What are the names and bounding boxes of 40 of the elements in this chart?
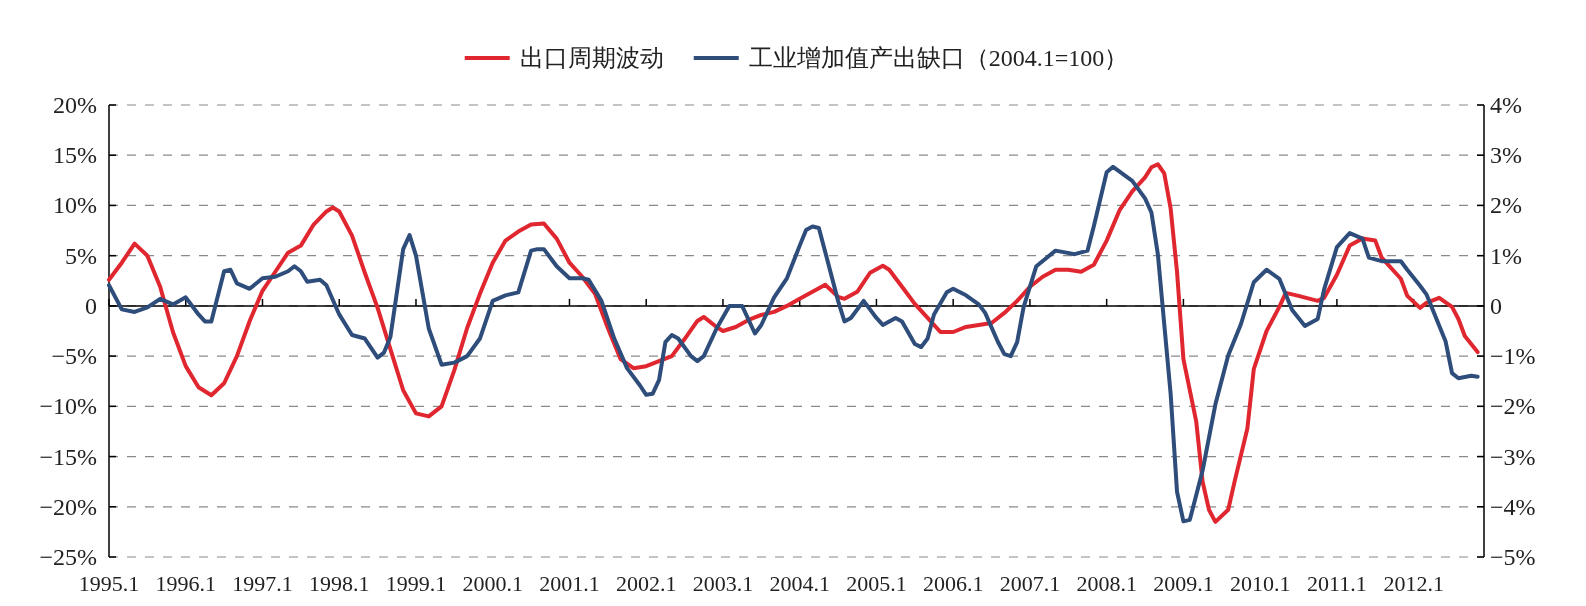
y2-tick-label: 4% [1490,92,1522,118]
y-tick-label: −5% [51,343,97,370]
x-tick-label: 1998.1 [308,571,370,596]
x-tick-label: 1995.1 [78,571,140,596]
x-tick-label: 1996.1 [155,571,216,596]
x-tick-label: 1997.1 [232,571,293,596]
x-tick-label: 2006.1 [922,571,984,596]
y2-tick-label: −1% [1490,343,1536,370]
x-tick-label: 2008.1 [1076,571,1137,596]
y2-tick-label: −2% [1490,393,1536,420]
x-tick-label: 2010.1 [1229,571,1291,596]
x-tick-label: 2007.1 [999,571,1061,596]
y-tick-label: 20% [53,92,97,118]
y-tick-label: 5% [65,242,97,269]
x-tick-label: 2001.1 [539,571,600,596]
y2-tick-label: 0 [1490,292,1502,319]
y-tick-label: −10% [39,393,97,420]
x-tick-label: 2012.1 [1383,571,1444,596]
y-tick-label: −20% [39,493,97,520]
x-tick-label: 2009.1 [1153,571,1214,596]
y-tick-label: −15% [39,443,97,470]
legend-label: 工业增加值产出缺口（2004.1=100） [748,45,1129,71]
y2-tick-label: −3% [1490,443,1536,470]
y-tick-label: 10% [53,192,97,219]
x-tick-label: 2000.1 [462,571,523,596]
y-tick-label: −25% [39,544,97,570]
y2-tick-label: 2% [1490,192,1522,219]
x-tick-label: 1999.1 [385,571,447,596]
x-tick-label: 2002.1 [615,571,677,596]
y2-tick-label: 3% [1490,142,1522,169]
y-tick-label: 0 [85,292,97,319]
x-tick-label: 2003.1 [692,571,754,596]
x-tick-label: 2005.1 [846,571,907,596]
y2-tick-label: −5% [1490,544,1536,570]
y2-tick-label: 1% [1490,242,1522,269]
y2-tick-label: −4% [1490,493,1536,520]
x-tick-label: 2011.1 [1307,571,1367,596]
x-tick-label: 2004.1 [769,571,830,596]
legend-label: 出口周期波动 [519,45,664,71]
y-tick-label: 15% [53,142,97,169]
